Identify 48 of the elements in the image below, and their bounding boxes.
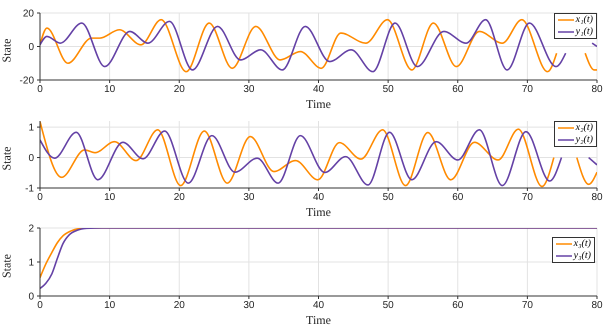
- x-tick-label: 40: [312, 84, 324, 96]
- y-tick-label: 0: [28, 292, 34, 303]
- x-tick-label: 30: [243, 84, 255, 96]
- y-tick-label: 1: [28, 258, 34, 269]
- x-tick-label: 0: [37, 192, 44, 204]
- x-tick-label: 30: [243, 300, 255, 312]
- y-tick-label: 1: [28, 122, 34, 134]
- x-tick-label: 0: [37, 84, 44, 96]
- y-tick-label: 2: [28, 224, 34, 235]
- x-tick-label: 20: [174, 192, 186, 204]
- legend-label: x₂(t): [576, 122, 593, 134]
- x-tick-label: 50: [382, 84, 394, 96]
- x-tick-label: 20: [174, 300, 186, 312]
- x-tick-label: 10: [104, 84, 116, 96]
- x-tick-label: 70: [522, 192, 534, 204]
- y-tick-label: 20: [22, 8, 34, 20]
- y-tick-label: -1: [25, 184, 34, 195]
- x-tick-label: 0: [37, 300, 44, 312]
- x-tick-label: 60: [452, 192, 464, 204]
- y-axis-title: State: [0, 38, 14, 62]
- x-tick-label: 10: [104, 300, 116, 312]
- x-axis-title: Time: [306, 313, 331, 327]
- x-tick-label: 40: [312, 192, 324, 204]
- x-tick-label: 80: [591, 192, 603, 204]
- x-tick-label: 30: [243, 192, 255, 204]
- x-tick-label: 10: [104, 192, 116, 204]
- x-tick-label: 40: [312, 300, 324, 312]
- y-tick-label: -20: [20, 76, 34, 87]
- y-tick-label: 0: [28, 42, 34, 54]
- legend-label: x₃(t): [574, 238, 591, 250]
- x-tick-label: 70: [522, 300, 534, 312]
- x-axis-title: Time: [306, 205, 331, 219]
- x-tick-label: 50: [382, 300, 394, 312]
- x-axis-title: Time: [306, 97, 331, 111]
- x-tick-label: 20: [174, 84, 186, 96]
- y-axis-title: State: [0, 146, 14, 170]
- x-tick-label: 60: [452, 300, 464, 312]
- legend-label: y₂(t): [576, 134, 593, 146]
- x-tick-label: 80: [591, 300, 603, 312]
- legend-label: x₁(t): [576, 14, 593, 26]
- y-axis-title: State: [0, 254, 14, 278]
- x-tick-label: 70: [522, 84, 534, 96]
- x-tick-label: 80: [591, 84, 603, 96]
- legend-label: y₁(t): [576, 26, 593, 38]
- y-tick-label: 0: [28, 153, 34, 164]
- legend-label: y₃(t): [574, 250, 591, 262]
- x-tick-label: 50: [382, 192, 394, 204]
- x-tick-label: 60: [452, 84, 464, 96]
